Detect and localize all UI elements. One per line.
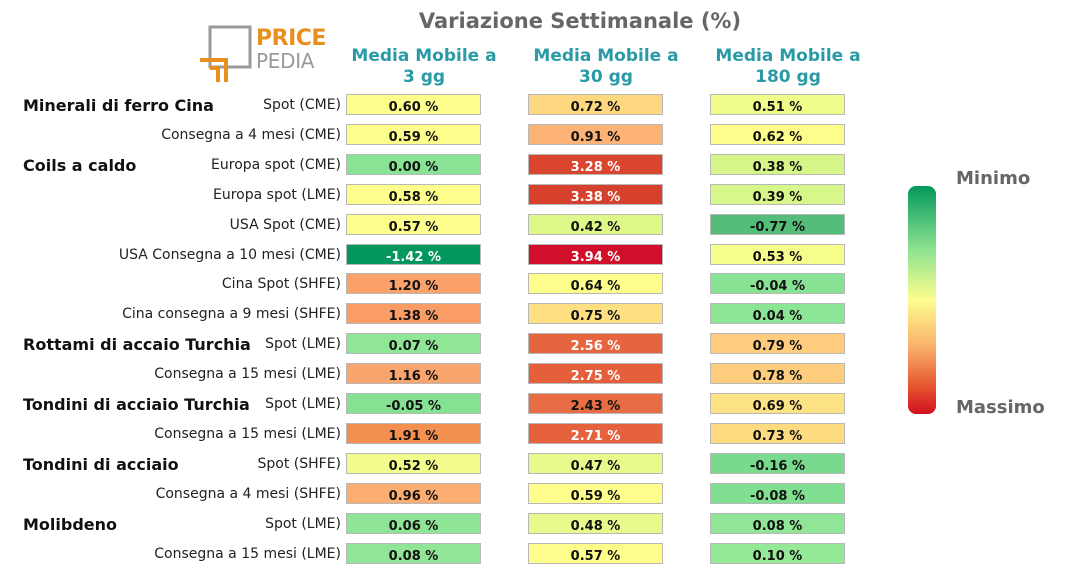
- column-header-line2: 180 gg: [755, 67, 821, 87]
- heatmap-cell: 2.75 %: [528, 363, 663, 385]
- heatmap-cell: 3.28 %: [528, 153, 663, 175]
- heatmap-cell: 0.73 %: [710, 422, 845, 444]
- heatmap-cell: 0.42 %: [528, 213, 663, 235]
- heatmap-cell: 0.69 %: [710, 393, 845, 414]
- heatmap-cell: 3.94 %: [528, 243, 663, 265]
- heatmap-cell: 0.47 %: [528, 452, 663, 474]
- group-label: Coils a caldo: [23, 155, 137, 175]
- legend-max-label: Massimo: [956, 397, 1045, 418]
- heatmap-cell: -0.16 %: [710, 452, 845, 474]
- logo-mark-icon: [200, 25, 252, 82]
- heatmap-cell: 0.08 %: [346, 542, 481, 564]
- heatmap-cell: 0.58 %: [346, 183, 481, 205]
- row-label: Spot (CME): [263, 97, 341, 113]
- row-label: Europa spot (LME): [213, 186, 341, 203]
- heatmap-cell: 0.59 %: [346, 123, 481, 145]
- heatmap-cell: 0.00 %: [346, 153, 481, 175]
- column-header-2: Media Mobile a 30 gg: [511, 46, 701, 88]
- heatmap-cell: 0.57 %: [528, 542, 663, 564]
- column-header-line1: Media Mobile a: [715, 46, 861, 66]
- column-header-line2: 3 gg: [402, 67, 446, 87]
- row-label: Consegna a 4 mesi (SHFE): [155, 485, 341, 502]
- heatmap-cell: -0.04 %: [710, 273, 845, 295]
- heatmap-cell: 1.38 %: [346, 303, 481, 325]
- chart-title: Variazione Settimanale (%): [418, 9, 742, 33]
- column-header-line2: 30 gg: [579, 67, 633, 87]
- heatmap-cell: 0.64 %: [528, 273, 663, 295]
- heatmap-cell: 0.38 %: [710, 153, 845, 175]
- heatmap-cell: 0.08 %: [710, 512, 845, 534]
- logo-text-price: PRICE: [256, 26, 326, 51]
- heatmap-cell: -0.05 %: [346, 393, 481, 414]
- heatmap-cell: 1.16 %: [346, 363, 481, 385]
- heatmap-cell: 0.10 %: [710, 542, 845, 564]
- heatmap-cell: -0.08 %: [710, 482, 845, 504]
- heatmap-cell: 0.96 %: [346, 482, 481, 504]
- heatmap-cell: 0.06 %: [346, 512, 481, 534]
- heatmap-cell: 0.39 %: [710, 183, 845, 205]
- heatmap-cell: 2.71 %: [528, 422, 663, 444]
- row-label: Consegna a 15 mesi (LME): [154, 545, 341, 562]
- row-label: USA Consegna a 10 mesi (CME): [118, 246, 341, 263]
- group-label: Tondini di acciaio Turchia: [23, 395, 250, 414]
- heatmap-cell: 0.75 %: [528, 303, 663, 325]
- heatmap-cell: 1.91 %: [346, 422, 481, 444]
- row-label: USA Spot (CME): [229, 216, 341, 233]
- heatmap-cell: 0.78 %: [710, 363, 845, 385]
- row-label: Cina Spot (SHFE): [221, 276, 341, 293]
- row-label: Consegna a 4 mesi (CME): [161, 126, 341, 143]
- heatmap-cell: 0.62 %: [710, 123, 845, 145]
- pricepedia-logo: PRICE PEDIA: [198, 24, 326, 84]
- group-label: Rottami di accaio Turchia: [23, 335, 251, 355]
- heatmap-cell: 0.59 %: [528, 482, 663, 504]
- row-label: Consegna a 15 mesi (LME): [154, 366, 341, 383]
- heatmap-cell: 2.43 %: [528, 393, 663, 414]
- heatmap-cell: 0.51 %: [710, 94, 845, 115]
- heatmap-cell: 0.72 %: [528, 94, 663, 115]
- heatmap-cell: 0.60 %: [346, 94, 481, 115]
- heatmap-cell: 0.04 %: [710, 303, 845, 325]
- row-label: Spot (LME): [265, 396, 341, 412]
- heatmap-cell: 0.07 %: [346, 333, 481, 355]
- column-header-3: Media Mobile a 180 gg: [693, 46, 883, 88]
- column-header-line1: Media Mobile a: [533, 46, 679, 66]
- heatmap-cell: 0.57 %: [346, 213, 481, 235]
- heatmap-cell: 1.20 %: [346, 273, 481, 295]
- column-header-line1: Media Mobile a: [351, 46, 497, 66]
- row-label: Spot (LME): [265, 515, 341, 532]
- heatmap-cell: 2.56 %: [528, 333, 663, 355]
- heatmap-cell: 0.48 %: [528, 512, 663, 534]
- heatmap-cell: 0.79 %: [710, 333, 845, 355]
- legend-min-label: Minimo: [956, 168, 1031, 189]
- group-label: Minerali di ferro Cina: [23, 96, 214, 115]
- row-label: Spot (LME): [265, 336, 341, 353]
- group-label: Tondini di acciaio: [23, 454, 179, 474]
- heatmap-cell: 3.38 %: [528, 183, 663, 205]
- color-scale-bar: [908, 186, 936, 414]
- row-label: Spot (SHFE): [257, 455, 341, 472]
- logo-text-pedia: PEDIA: [256, 49, 315, 73]
- group-label: Molibdeno: [23, 514, 118, 534]
- heatmap-cell: 0.52 %: [346, 452, 481, 474]
- row-label: Europa spot (CME): [211, 156, 341, 173]
- row-label: Consegna a 15 mesi (LME): [154, 425, 341, 442]
- heatmap-cell: -0.77 %: [710, 213, 845, 235]
- heatmap-cell: 0.53 %: [710, 243, 845, 265]
- heatmap-cell: 0.91 %: [528, 123, 663, 145]
- row-label: Cina consegna a 9 mesi (SHFE): [122, 306, 341, 323]
- heatmap-cell: -1.42 %: [346, 243, 481, 265]
